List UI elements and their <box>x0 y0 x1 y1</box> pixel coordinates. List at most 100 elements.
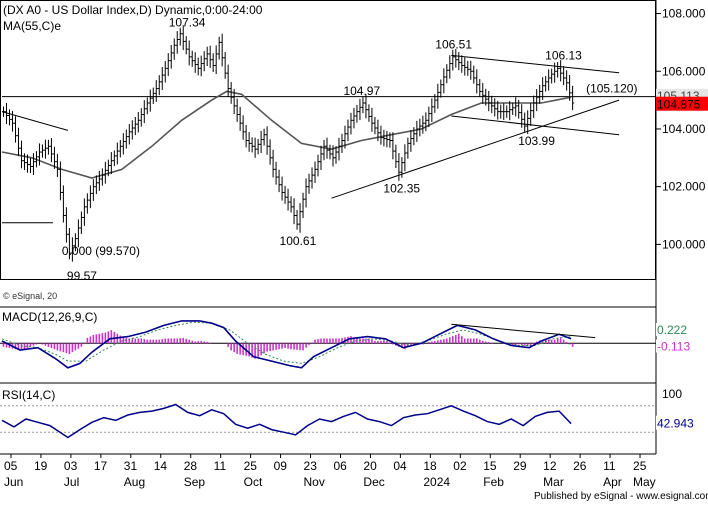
price-bar <box>220 33 224 67</box>
price-bar <box>169 44 173 69</box>
price-bar <box>286 188 290 211</box>
date-tick-label: 06 <box>333 459 347 473</box>
month-label: Jun <box>4 475 23 489</box>
price-bar <box>316 154 320 177</box>
price-bar <box>133 117 137 136</box>
price-bar <box>346 119 350 142</box>
price-bar <box>445 64 449 84</box>
price-bar <box>469 60 473 80</box>
price-bar <box>277 169 281 193</box>
date-tick-label: 23 <box>304 459 318 473</box>
footer-credit: Published by eSignal - www.esignal.com <box>534 491 708 502</box>
price-bar <box>142 100 146 124</box>
price-annotation: 100.61 <box>280 234 317 248</box>
price-bar <box>325 137 329 159</box>
price-bar <box>379 125 383 145</box>
date-tick-label: 04 <box>393 459 407 473</box>
date-tick-label: 31 <box>124 459 138 473</box>
month-label: Dec <box>363 475 384 489</box>
trendline-channel-top <box>451 54 620 74</box>
price-bar <box>31 153 35 175</box>
price-bar <box>427 106 431 128</box>
macd-layer <box>0 320 656 369</box>
price-bar <box>529 103 533 126</box>
price-bar <box>364 94 368 119</box>
price-bar <box>382 129 386 147</box>
price-bar <box>121 133 125 155</box>
date-tick-label: 11 <box>214 459 227 473</box>
trendline-rising-support <box>331 99 620 199</box>
rsi-line <box>1 403 572 439</box>
price-bar <box>520 104 524 128</box>
price-layer: 107.34 104.97 106.51 106.13 (105.120) 103.99 1… <box>1 16 655 283</box>
price-bar <box>571 85 575 111</box>
price-bar <box>106 159 110 177</box>
price-bar <box>49 138 53 163</box>
price-bar <box>451 49 455 71</box>
price-bar <box>154 80 158 102</box>
price-bar <box>391 132 395 160</box>
price-tick-label: 100.000 <box>662 237 706 251</box>
date-tick-label: 28 <box>184 459 198 473</box>
price-bar <box>292 198 296 225</box>
price-bar <box>481 82 485 104</box>
price-bar <box>19 140 23 169</box>
price-bar <box>262 128 266 146</box>
price-bar <box>304 178 308 208</box>
price-bar <box>76 219 80 248</box>
price-bar <box>256 139 260 155</box>
month-label: Sep <box>184 475 206 489</box>
price-bar <box>568 74 572 101</box>
price-bar <box>466 60 470 76</box>
price-bar <box>310 167 314 189</box>
price-bar <box>94 175 98 195</box>
price-bar <box>421 115 425 134</box>
price-bar <box>73 233 77 252</box>
rsi-layer <box>0 403 656 439</box>
price-bar <box>508 101 512 121</box>
price-bar <box>55 153 59 178</box>
price-bar <box>370 107 374 132</box>
month-label: May <box>633 475 656 489</box>
price-bar <box>184 36 188 55</box>
price-bar <box>472 65 476 84</box>
price-bar <box>526 110 530 135</box>
price-bar <box>238 106 242 131</box>
price-bar <box>199 55 203 77</box>
price-bar <box>376 119 380 142</box>
price-annotation: 104.97 <box>343 84 380 98</box>
macd-signal-label: -0.113 <box>657 340 690 354</box>
price-bar <box>118 139 122 158</box>
price-bar <box>268 139 272 165</box>
price-bar <box>550 68 554 84</box>
price-bar <box>226 64 230 98</box>
price-bar <box>373 116 377 135</box>
price-bar <box>298 203 302 233</box>
price-bar <box>340 133 344 154</box>
price-bar <box>157 75 161 96</box>
price-bar <box>25 154 29 173</box>
price-bar <box>115 142 119 165</box>
price-bar <box>553 62 557 83</box>
price-bar <box>223 52 227 79</box>
current-price-box <box>656 96 708 111</box>
price-bar <box>208 45 212 68</box>
date-tick-label: 11 <box>603 459 616 473</box>
price-bar <box>253 137 257 158</box>
price-annotation: 107.34 <box>169 16 206 30</box>
price-tick-label: 108.000 <box>662 7 706 21</box>
price-annotation: 102.35 <box>383 182 420 196</box>
price-bar <box>100 168 104 186</box>
price-bar <box>103 161 107 184</box>
price-bar <box>484 88 488 106</box>
month-label: Nov <box>304 475 325 489</box>
price-bar <box>319 145 323 170</box>
price-bar <box>217 36 221 60</box>
price-bar <box>205 46 209 67</box>
price-bar <box>457 52 461 71</box>
price-bar <box>496 100 500 120</box>
price-bar <box>7 109 11 126</box>
price-bar <box>109 152 113 175</box>
price-bar <box>328 144 332 160</box>
